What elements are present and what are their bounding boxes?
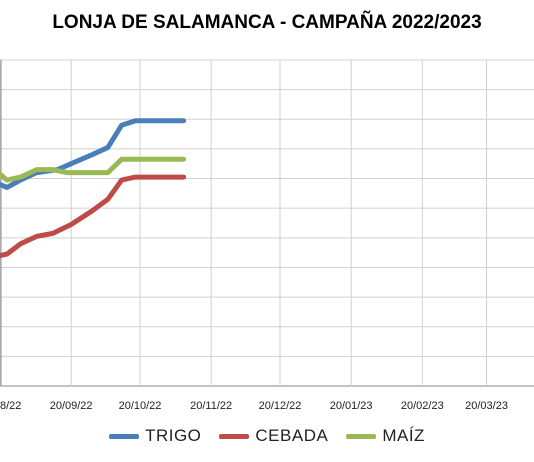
legend-label: CEBADA [255,426,329,445]
chart-legend: TRIGO CEBADA MAÍZ [0,426,534,446]
legend-swatch [219,433,250,439]
legend-item: MAÍZ [346,426,425,446]
series-line-cebada [0,174,187,259]
x-tick-label: 20/11/22 [190,400,232,412]
x-tick-label: 20/09/22 [50,400,93,412]
chart-gridlines [0,59,534,387]
legend-swatch [346,433,377,439]
x-tick-label: 20/02/23 [401,400,444,412]
legend-item: CEBADA [219,426,328,446]
x-tick-label: 20/01/23 [330,400,373,412]
chart-title: LONJA DE SALAMANCA - CAMPAÑA 2022/2023 [52,12,482,33]
x-tick-label: 20/12/22 [259,400,302,412]
series-line-maíz [0,156,187,183]
x-tick-label: 20/10/22 [119,400,162,412]
x-tick-label: 20/03/23 [465,400,508,412]
legend-label: TRIGO [145,426,202,445]
legend-label: MAÍZ [382,426,425,445]
series-line-trigo [0,118,187,190]
chart-series-lines [0,118,187,259]
legend-swatch [109,433,140,439]
legend-item: TRIGO [109,426,201,446]
x-tick-label: 20/08/22 [0,400,21,412]
x-axis-tick-labels: 20/08/22 20/09/22 20/10/22 20/11/22 20/12/22… [0,400,508,412]
